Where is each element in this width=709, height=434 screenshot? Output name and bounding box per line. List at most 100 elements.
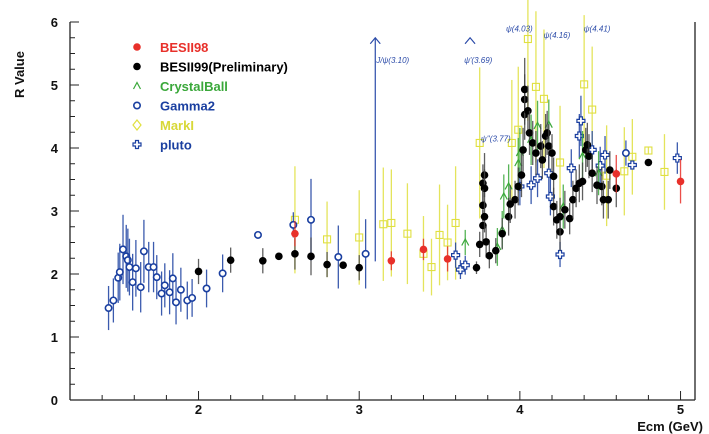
data-point xyxy=(523,34,532,44)
data-point xyxy=(379,220,388,229)
y-tick-label: 5 xyxy=(51,78,58,93)
x-tick-label: 3 xyxy=(356,402,363,417)
data-point xyxy=(555,249,565,260)
annotation-label: ψ(4.41) xyxy=(584,24,611,33)
data-point xyxy=(588,105,597,114)
annotation: ψ(4.41) xyxy=(584,24,611,33)
data-marks xyxy=(104,0,685,331)
data-point xyxy=(172,298,181,307)
annotation: J/ψ(3.10) xyxy=(369,36,410,262)
y-tick-label: 6 xyxy=(51,15,58,30)
data-point xyxy=(109,296,118,305)
data-point xyxy=(194,267,203,276)
x-axis-label: Ecm (GeV) xyxy=(637,419,703,434)
legend-item: Gamma2 xyxy=(133,99,215,114)
data-point xyxy=(583,141,592,149)
data-point xyxy=(514,182,523,191)
annotation: ψ(4.16) xyxy=(544,31,571,40)
data-point xyxy=(361,249,370,258)
data-point xyxy=(532,173,543,183)
legend-item: BESII98 xyxy=(133,40,208,55)
data-point xyxy=(480,212,489,221)
data-point xyxy=(543,129,551,137)
data-point xyxy=(519,146,527,154)
series-pluto xyxy=(451,95,682,280)
data-point xyxy=(291,229,299,238)
x-tick-label: 4 xyxy=(516,402,524,417)
data-point xyxy=(569,195,577,204)
data-point xyxy=(339,261,347,269)
data-point xyxy=(119,245,128,254)
data-point xyxy=(152,273,161,282)
data-point xyxy=(472,263,481,272)
arrow-head-icon xyxy=(369,36,381,45)
data-point xyxy=(555,158,565,167)
data-point xyxy=(520,85,529,94)
data-point xyxy=(387,256,396,265)
annotation-label: ψ(4.03) xyxy=(506,24,533,33)
data-point xyxy=(578,151,587,160)
legend-marker-icon xyxy=(133,101,142,110)
legend-item: BESII99(Preliminary) xyxy=(133,60,288,75)
data-point xyxy=(115,268,124,277)
annotation: ψ'(3.69) xyxy=(464,36,493,65)
data-point xyxy=(528,139,537,147)
data-point xyxy=(485,251,494,260)
annotation: ψ''(3.77) xyxy=(481,135,511,144)
data-point xyxy=(355,263,364,272)
y-tick-label: 3 xyxy=(51,204,58,219)
data-point xyxy=(125,263,134,272)
data-point xyxy=(259,256,267,265)
data-point xyxy=(323,260,331,269)
data-point xyxy=(672,153,682,163)
data-point xyxy=(482,238,490,246)
legend-item: pluto xyxy=(132,138,192,153)
legend-marker-icon xyxy=(132,119,142,131)
data-point xyxy=(443,238,452,247)
data-point xyxy=(455,264,466,275)
data-point xyxy=(226,256,235,264)
legend-label: CrystalBall xyxy=(160,79,228,94)
data-point xyxy=(355,233,364,242)
data-point xyxy=(149,263,158,272)
data-point xyxy=(514,158,523,167)
axes: 0 1 2 3 4 5 6 2 3 4 5 xyxy=(51,15,696,417)
data-point xyxy=(628,152,637,161)
data-point xyxy=(334,252,343,261)
data-point xyxy=(218,269,227,278)
data-point xyxy=(549,172,558,181)
data-point xyxy=(644,158,653,167)
data-point xyxy=(491,246,500,255)
data-point xyxy=(499,191,508,200)
data-point xyxy=(600,150,610,160)
y-axis-label: R Value xyxy=(12,51,27,98)
y-tick-label: 4 xyxy=(51,141,59,156)
data-point xyxy=(188,293,197,302)
annotation-label: ψ'(3.69) xyxy=(464,56,493,65)
data-point xyxy=(566,163,576,173)
legend-item: MarkI xyxy=(132,118,194,133)
data-point xyxy=(507,138,516,148)
data-point xyxy=(160,281,169,290)
data-point xyxy=(549,202,558,211)
data-point xyxy=(387,218,396,228)
data-point xyxy=(460,260,470,270)
data-point xyxy=(323,235,332,244)
data-point xyxy=(511,195,519,204)
legend-label: pluto xyxy=(160,138,192,153)
annotation-label: ψ(4.16) xyxy=(544,31,571,40)
data-point xyxy=(556,212,564,221)
data-point xyxy=(565,214,574,223)
data-point xyxy=(580,80,589,89)
data-point xyxy=(275,252,283,261)
data-point xyxy=(544,142,553,150)
data-point xyxy=(621,149,630,158)
data-point xyxy=(514,125,523,134)
data-point xyxy=(517,171,526,179)
y-tick-label: 2 xyxy=(51,267,58,282)
data-point xyxy=(548,149,556,157)
data-point xyxy=(498,229,506,238)
annotation-label: J/ψ(3.10) xyxy=(375,56,409,65)
data-point xyxy=(588,169,596,177)
